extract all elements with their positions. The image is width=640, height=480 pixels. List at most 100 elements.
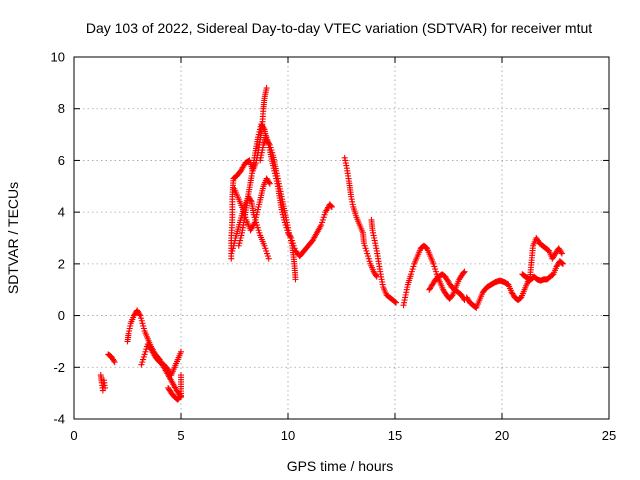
y-tick-label: 4 (58, 205, 65, 220)
data-segment (341, 154, 380, 280)
data-segment (519, 235, 565, 283)
data-point (237, 235, 244, 241)
data-point (431, 263, 438, 270)
data-point (178, 372, 184, 379)
data-point (292, 276, 299, 283)
data-point (409, 266, 416, 273)
data-point (361, 242, 368, 249)
data-point (253, 214, 260, 221)
data-point (289, 237, 296, 244)
data-point (263, 134, 270, 141)
data-point (360, 240, 367, 247)
data-point (137, 312, 144, 319)
data-point (365, 255, 372, 262)
data-point (255, 134, 262, 141)
y-tick-label: -4 (53, 412, 65, 427)
data-point (282, 222, 289, 229)
data-point (264, 136, 271, 143)
data-point (266, 180, 273, 187)
data-segment (105, 351, 118, 366)
chart-title: Day 103 of 2022, Sidereal Day-to-day VTE… (86, 20, 592, 36)
data-point (271, 167, 278, 174)
data-point (278, 206, 285, 213)
data-point (291, 245, 298, 252)
data-point (255, 131, 262, 138)
x-tick-label: 15 (388, 428, 402, 443)
data-point (363, 247, 370, 254)
data-series (97, 85, 566, 403)
data-point (177, 393, 184, 400)
data-point (559, 260, 566, 267)
x-tick-label: 10 (281, 428, 295, 443)
data-point (141, 351, 148, 358)
data-point (178, 348, 184, 355)
data-point (328, 203, 335, 210)
data-point (237, 237, 244, 244)
data-point (284, 227, 291, 234)
data-point (279, 209, 286, 216)
data-point (408, 268, 415, 275)
data-point (266, 179, 273, 186)
data-point (288, 235, 295, 241)
data-point (261, 242, 268, 249)
data-point (236, 240, 243, 247)
data-point (251, 219, 258, 226)
data-point (283, 224, 290, 231)
data-point (432, 266, 439, 273)
data-point (393, 299, 400, 306)
data-point (559, 260, 566, 267)
data-point (272, 172, 279, 179)
data-point (263, 85, 270, 92)
data-point (140, 356, 147, 363)
data-point (138, 317, 145, 324)
data-point (140, 325, 147, 332)
data-segment (228, 85, 270, 262)
data-point (139, 320, 146, 327)
data-point (281, 216, 288, 223)
data-point (271, 170, 278, 177)
data-point (254, 224, 261, 231)
data-point (264, 139, 271, 146)
data-point (254, 209, 261, 216)
data-point (230, 242, 237, 249)
data-segment (400, 242, 468, 309)
data-point (279, 211, 286, 218)
data-point (280, 214, 287, 221)
y-tick-label: 2 (58, 256, 65, 271)
data-segment (368, 216, 400, 306)
data-segment (138, 341, 184, 379)
data-point (461, 268, 468, 275)
data-point (142, 348, 149, 355)
data-point (256, 128, 263, 135)
data-point (260, 125, 267, 132)
y-tick-label: 6 (58, 153, 65, 168)
data-point (460, 269, 467, 276)
x-tick-label: 25 (602, 428, 616, 443)
x-tick-label: 5 (177, 428, 184, 443)
data-point (238, 232, 245, 239)
y-axis-label: SDTVAR / TECUs (5, 182, 21, 294)
data-point (281, 219, 288, 226)
data-point (320, 214, 327, 221)
data-point (230, 245, 237, 252)
data-point (139, 359, 146, 366)
data-point (231, 240, 238, 247)
data-point (254, 206, 261, 213)
data-point (270, 165, 277, 172)
x-tick-label: 0 (70, 428, 77, 443)
data-point (290, 242, 297, 249)
data-segment (97, 372, 109, 394)
data-point (136, 311, 143, 318)
data-point (373, 272, 380, 279)
data-point (430, 260, 437, 267)
data-point (265, 141, 272, 148)
data-point (318, 222, 325, 229)
data-point (362, 245, 369, 252)
y-tick-label: 10 (51, 50, 65, 65)
data-point (252, 216, 259, 223)
data-point (366, 258, 373, 265)
data-point (264, 250, 271, 257)
data-point (364, 253, 371, 260)
